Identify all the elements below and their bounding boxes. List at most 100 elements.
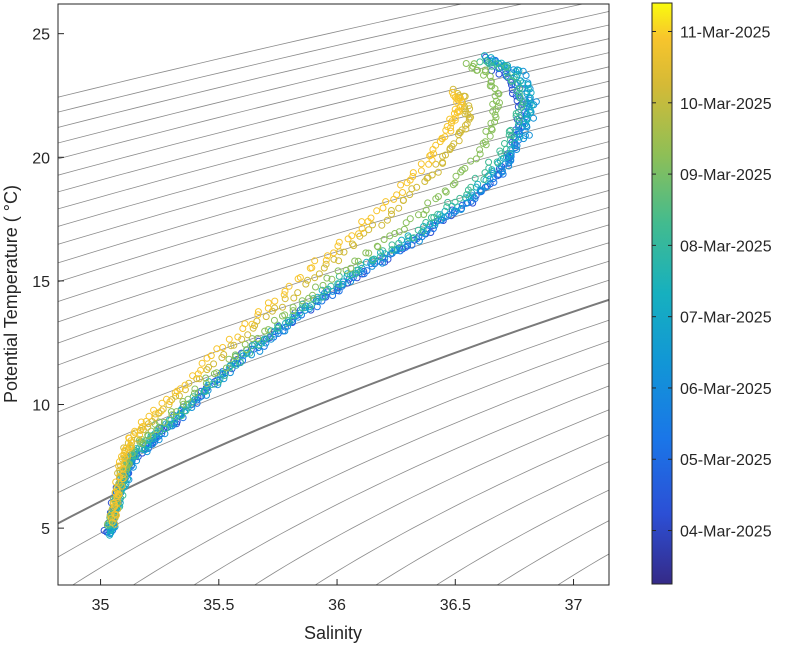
- data-point: [271, 297, 279, 305]
- data-point: [234, 333, 242, 341]
- data-point: [367, 214, 375, 222]
- data-point: [289, 303, 297, 311]
- isopycnal: [58, 4, 464, 98]
- x-tick-label: 35.5: [203, 597, 234, 614]
- data-point: [115, 473, 123, 480]
- data-point: [165, 420, 173, 428]
- data-point: [308, 264, 316, 272]
- data-point: [225, 335, 233, 343]
- data-point: [456, 129, 464, 137]
- data-point: [506, 149, 514, 157]
- data-point: [322, 286, 330, 294]
- data-point: [191, 385, 199, 393]
- data-point: [465, 115, 473, 123]
- data-point: [227, 342, 235, 350]
- data-point: [491, 118, 499, 126]
- data-point: [525, 131, 533, 139]
- data-point: [415, 211, 422, 219]
- data-point: [342, 266, 350, 274]
- isopycnal: [253, 409, 609, 585]
- data-point: [472, 155, 480, 163]
- data-point: [505, 162, 513, 170]
- data-point: [254, 311, 262, 319]
- data-point: [191, 389, 198, 397]
- data-point: [456, 194, 464, 202]
- data-point: [181, 386, 189, 394]
- data-point: [255, 341, 263, 349]
- data-point: [443, 123, 451, 130]
- data-point: [373, 207, 381, 215]
- data-point: [351, 257, 359, 265]
- data-point: [486, 132, 494, 140]
- data-point: [285, 282, 293, 290]
- data-point: [387, 207, 395, 214]
- colorbar-label: 08-Mar-2025: [680, 238, 772, 255]
- data-point: [312, 283, 319, 291]
- data-point: [196, 393, 204, 401]
- data-point: [178, 412, 186, 419]
- data-point: [374, 243, 382, 251]
- data-point: [379, 204, 387, 212]
- isopycnal: [132, 362, 609, 585]
- data-point: [451, 116, 459, 124]
- data-point: [481, 138, 489, 146]
- data-point: [254, 308, 262, 316]
- data-point: [395, 204, 403, 212]
- data-point: [330, 255, 338, 263]
- data-point: [299, 300, 307, 308]
- data-point: [117, 462, 125, 470]
- data-point: [350, 242, 358, 250]
- data-point: [476, 187, 484, 195]
- data-point: [447, 127, 455, 135]
- data-point: [488, 126, 496, 134]
- data-point: [408, 185, 416, 193]
- data-point: [144, 445, 152, 452]
- data-point: [504, 73, 512, 81]
- data-point: [395, 239, 403, 247]
- y-tick-label: 20: [32, 150, 50, 167]
- data-point: [507, 126, 515, 134]
- data-point: [158, 430, 166, 438]
- data-point: [410, 234, 418, 242]
- data-point: [402, 219, 410, 227]
- data-point: [487, 119, 495, 127]
- data-point: [230, 360, 238, 368]
- data-point: [462, 121, 469, 129]
- data-point: [158, 399, 166, 407]
- data-point: [524, 85, 532, 93]
- data-point: [505, 127, 513, 135]
- data-point: [444, 198, 452, 206]
- data-point: [248, 351, 255, 359]
- data-point: [239, 356, 247, 364]
- data-point: [461, 110, 469, 118]
- data-point: [378, 221, 386, 229]
- data-point: [483, 183, 491, 191]
- data-point: [488, 82, 496, 90]
- data-point: [128, 450, 136, 457]
- colorbar-label: 05-Mar-2025: [680, 452, 772, 469]
- data-point: [516, 133, 524, 141]
- data-point: [462, 60, 470, 67]
- data-point: [442, 151, 449, 159]
- data-point: [131, 427, 139, 435]
- data-point: [481, 169, 489, 177]
- data-point: [119, 475, 127, 483]
- data-point: [388, 210, 395, 218]
- data-point: [180, 400, 187, 408]
- data-point: [428, 214, 435, 222]
- data-point: [115, 491, 123, 498]
- data-point: [322, 260, 330, 268]
- data-point: [241, 340, 249, 348]
- data-point: [388, 241, 396, 249]
- data-point: [358, 225, 366, 232]
- data-point: [456, 94, 464, 102]
- data-point: [514, 121, 522, 129]
- data-point: [461, 164, 469, 172]
- data-point: [432, 160, 440, 168]
- data-point: [111, 488, 119, 496]
- data-point: [426, 152, 434, 160]
